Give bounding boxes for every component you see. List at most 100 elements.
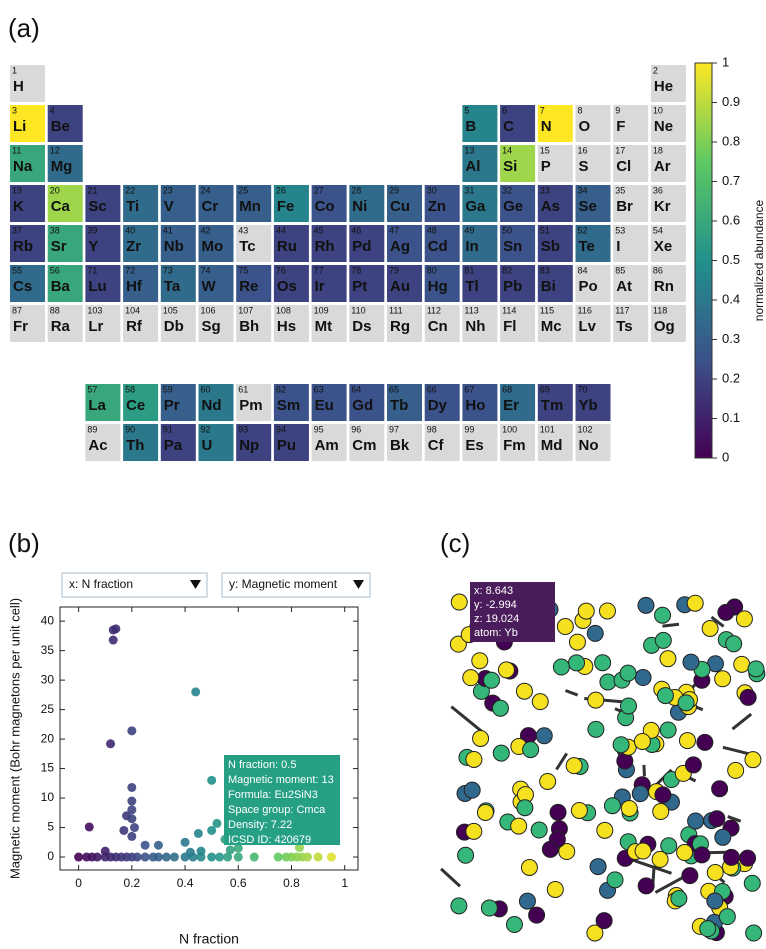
point xyxy=(93,853,102,862)
atom xyxy=(547,881,563,897)
atomic-number: 58 xyxy=(125,384,135,394)
element-symbol: Th xyxy=(126,437,144,454)
atom xyxy=(477,804,493,820)
element-symbol: Zr xyxy=(126,238,141,255)
element-symbol: Cs xyxy=(13,278,32,295)
colorbar-tick-label: 0.5 xyxy=(722,252,740,267)
atom xyxy=(540,773,556,789)
atom xyxy=(542,841,558,857)
point xyxy=(141,853,150,862)
point xyxy=(170,853,179,862)
colorbar-tick-label: 0.6 xyxy=(722,212,740,227)
atomic-number: 65 xyxy=(389,384,399,394)
atomic-number: 89 xyxy=(87,424,97,434)
atomic-number: 7 xyxy=(540,105,545,115)
atom xyxy=(464,782,480,798)
atomic-number: 53 xyxy=(615,225,625,235)
atomic-number: 88 xyxy=(50,305,60,315)
atom xyxy=(599,603,615,619)
atomic-number: 102 xyxy=(578,424,593,434)
atomic-number: 20 xyxy=(50,185,60,195)
colorbar-tick-label: 0.4 xyxy=(722,291,740,306)
y-tick-label: 40 xyxy=(41,613,55,627)
atom xyxy=(587,625,603,641)
atom xyxy=(613,737,629,753)
atomic-number: 62 xyxy=(276,384,286,394)
atomic-number: 40 xyxy=(125,225,135,235)
atom xyxy=(492,700,508,716)
element-symbol: Cl xyxy=(616,158,631,175)
x-tick-label: 0.8 xyxy=(283,876,300,890)
y-tick-label: 15 xyxy=(41,761,55,775)
atom xyxy=(607,872,623,888)
atomic-number: 45 xyxy=(314,225,324,235)
atomic-number: 13 xyxy=(464,145,474,155)
bond xyxy=(565,691,577,696)
atomic-number: 41 xyxy=(163,225,173,235)
atomic-number: 48 xyxy=(427,225,437,235)
tooltip-line: y: -2.994 xyxy=(474,599,517,611)
bond xyxy=(662,624,679,626)
element-symbol: Pu xyxy=(277,437,296,454)
atomic-number: 17 xyxy=(615,145,625,155)
atomic-number: 98 xyxy=(427,424,437,434)
point xyxy=(186,848,195,857)
element-symbol: Rf xyxy=(126,318,143,335)
element-symbol: Ag xyxy=(390,238,410,255)
atomic-number: 23 xyxy=(163,185,173,195)
atom xyxy=(734,656,750,672)
colorbar xyxy=(695,63,712,458)
element-symbol: Co xyxy=(315,198,335,215)
atom xyxy=(451,594,467,610)
atomic-number: 21 xyxy=(87,185,97,195)
atom xyxy=(688,813,704,829)
atom xyxy=(694,847,710,863)
atom xyxy=(506,917,522,933)
axis-dropdown[interactable]: x: N fraction xyxy=(62,573,207,597)
atom xyxy=(595,655,611,671)
atom xyxy=(744,875,760,891)
atomic-number: 59 xyxy=(163,384,173,394)
atom xyxy=(578,603,594,619)
atom xyxy=(736,611,752,627)
element-symbol: Lr xyxy=(88,318,103,335)
atomic-number: 43 xyxy=(238,225,248,235)
atomic-number: 103 xyxy=(87,305,102,315)
atomic-number: 116 xyxy=(578,305,592,315)
atomic-number: 42 xyxy=(201,225,211,235)
element-symbol: Cu xyxy=(390,198,410,215)
atomic-number: 38 xyxy=(50,225,60,235)
atom xyxy=(621,698,637,714)
axis-dropdown[interactable]: y: Magnetic moment xyxy=(222,573,370,597)
point xyxy=(127,814,136,823)
x-tick-label: 0 xyxy=(75,876,82,890)
point xyxy=(141,841,150,850)
element-symbol: Kr xyxy=(654,198,671,215)
atom xyxy=(493,745,509,761)
element-symbol: Tc xyxy=(239,238,255,255)
atomic-number: 15 xyxy=(540,145,550,155)
tooltip-line: atom: Yb xyxy=(474,627,518,639)
atom xyxy=(569,655,585,671)
element-symbol: Pd xyxy=(352,238,371,255)
point xyxy=(215,853,224,862)
point xyxy=(194,829,203,838)
dropdown-label: x: N fraction xyxy=(69,577,133,591)
tooltip-line: Magnetic moment: 13 xyxy=(228,774,334,786)
atom xyxy=(712,781,728,797)
element-symbol: Rb xyxy=(13,238,33,255)
point xyxy=(191,687,200,696)
element-symbol: S xyxy=(579,158,589,175)
element-symbol: Am xyxy=(315,437,339,454)
atom xyxy=(709,811,725,827)
colorbar-tick-label: 0.1 xyxy=(722,410,740,425)
element-symbol: Li xyxy=(13,118,26,135)
atom xyxy=(719,909,735,925)
x-tick-label: 0.6 xyxy=(230,876,247,890)
element-symbol: Ac xyxy=(88,437,107,454)
atomic-number: 86 xyxy=(653,265,663,275)
element-symbol: Ne xyxy=(654,118,673,135)
atom xyxy=(718,604,734,620)
x-tick-label: 0.2 xyxy=(123,876,140,890)
element-symbol: Ir xyxy=(315,278,325,295)
